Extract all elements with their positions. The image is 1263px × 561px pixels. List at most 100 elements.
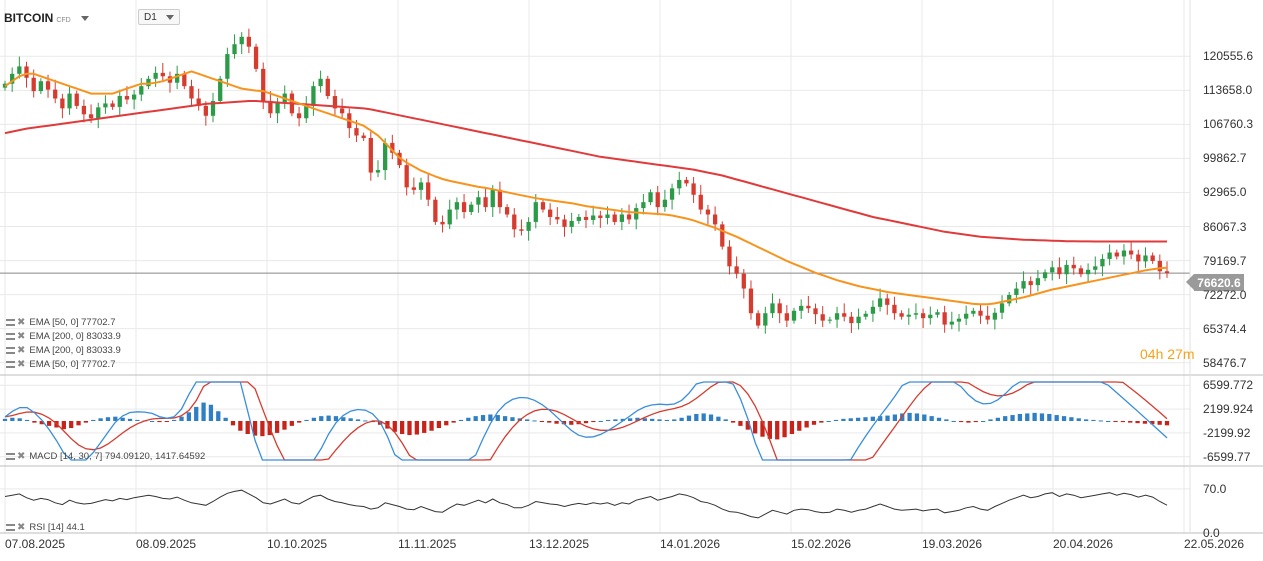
candle-body [490,189,495,208]
close-icon[interactable]: ✖ [17,451,26,462]
symbol-selector[interactable]: BITCOIN CFD [4,9,89,27]
candle [483,187,488,212]
candle [325,75,330,100]
candle-body [1035,278,1041,286]
candle [569,212,574,234]
candle-body [1128,250,1134,255]
ema200-line [4,100,1167,243]
macd-axis-label: 6599.772 [1203,378,1254,393]
candle-body [619,214,625,222]
candle-body [426,182,431,200]
candle-body [1057,267,1062,275]
candle [806,295,811,313]
macd-histogram-bar [76,421,81,426]
legend-item[interactable]: ✖ EMA [200, 0] 83033.9 [6,331,121,342]
candle [547,203,553,226]
legend-item[interactable]: ✖ EMA [50, 0] 77702.7 [6,359,115,370]
candle-body [877,298,883,307]
candle [1128,240,1134,260]
candle-body [361,135,366,138]
close-icon[interactable]: ✖ [17,345,26,356]
macd-histogram-bar [811,421,817,425]
candle [920,308,926,329]
candle-body [182,73,187,87]
macd-histogram-bar [863,417,868,421]
rsi-legend[interactable]: ✖ RSI [14] 44.1 [6,522,85,533]
candle [512,208,517,238]
macd-legend[interactable]: ✖ MACD [14, 30, 7] 794.09120, 1417.64592 [6,451,205,462]
macd-histogram-bar [870,416,875,421]
macd-histogram-bar [1047,413,1052,421]
candle [347,108,352,138]
settings-icon[interactable] [6,524,15,531]
macd-histogram-bar [135,419,140,421]
candle [139,78,144,101]
macd-histogram-bar [91,419,96,421]
candle [304,96,309,123]
macd-histogram-bar [1017,413,1023,421]
close-icon[interactable]: ✖ [17,359,26,370]
macd-histogram-bar [32,421,37,423]
candle [504,204,510,218]
candle [906,308,911,325]
macd-histogram-bar [907,412,912,421]
candle [727,240,732,275]
close-icon[interactable]: ✖ [17,317,26,328]
candle-body [232,44,237,55]
candle-body [684,179,689,184]
timeframe-selector[interactable]: D1 [138,9,180,25]
chevron-down-icon[interactable] [80,15,89,21]
close-icon[interactable]: ✖ [17,522,26,533]
candle [899,310,904,320]
settings-icon[interactable] [6,333,15,340]
candle [655,185,660,216]
candle-body [806,305,811,309]
macd-histogram-bar [502,416,508,421]
candle [117,89,122,116]
close-icon[interactable]: ✖ [17,331,26,342]
candle-body [1064,264,1069,275]
legend-item[interactable]: ✖ EMA [50, 0] 77702.7 [6,317,115,328]
legend-label: EMA [50, 0] 77702.7 [29,317,116,328]
settings-icon[interactable] [6,361,15,368]
candle-body [770,303,775,314]
candle-body [978,310,983,316]
settings-icon[interactable] [6,319,15,326]
macd-histogram-bar [885,415,890,421]
date-axis-label: 11.11.2025 [398,537,457,551]
candle-body [662,199,668,208]
candle [476,190,481,213]
candle [67,85,72,115]
candle-body [913,313,919,315]
macd-histogram-bar [981,421,986,422]
candle [698,184,703,215]
macd-histogram-bar [944,419,949,421]
date-axis-label: 08.09.2025 [136,537,197,551]
chevron-down-icon[interactable] [166,15,174,20]
candle [763,306,768,334]
macd-histogram-bar [510,417,515,421]
candle [461,194,467,219]
macd-histogram-bar [164,421,169,422]
price-axis-label: 113658.0 [1203,83,1253,98]
candle [533,194,538,229]
macd-histogram-bar [657,419,662,421]
candle-body [318,78,323,87]
candle [971,307,976,317]
candle [103,95,108,114]
candle-body [1121,250,1127,257]
legend-item[interactable]: ✖ EMA [200, 0] 83033.9 [6,345,121,356]
candle [978,304,983,324]
macd-histogram-bar [995,417,1000,421]
settings-icon[interactable] [6,347,15,354]
settings-icon[interactable] [6,453,15,460]
macd-panel [0,381,1190,461]
macd-histogram-bar [627,418,633,421]
macd-histogram-bar [841,418,846,421]
date-axis-label: 20.04.2026 [1053,537,1114,551]
macd-histogram-bar [400,421,405,434]
macd-histogram-bar [554,421,559,424]
candle [576,214,581,224]
candle-body [1014,288,1019,295]
